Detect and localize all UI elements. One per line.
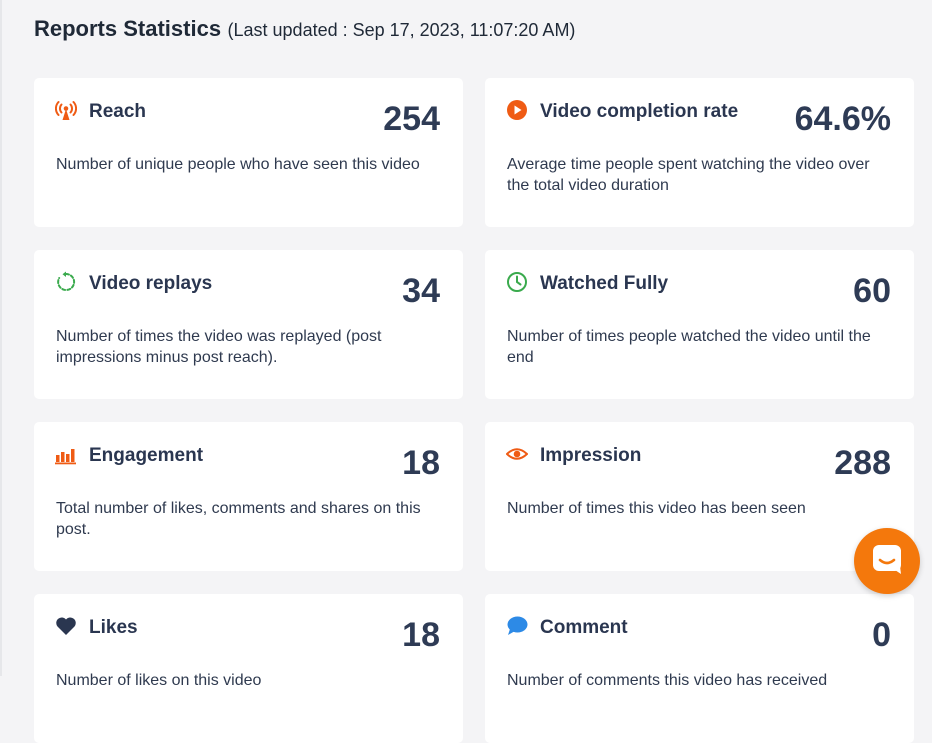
stat-label: Comment — [540, 617, 628, 638]
heart-icon — [55, 615, 77, 637]
stat-description: Number of times people watched the video… — [507, 328, 871, 366]
play-circle-icon — [506, 99, 528, 121]
replay-icon — [55, 271, 77, 293]
broadcast-tower-icon — [55, 99, 77, 121]
stat-value: 60 — [853, 272, 891, 310]
stat-label: Video replays — [89, 273, 213, 294]
stat-value: 64.6% — [794, 100, 891, 138]
stat-card-watched-fully: Watched Fully 60 Number of times people … — [485, 250, 914, 399]
stat-description: Number of unique people who have seen th… — [56, 156, 420, 173]
last-updated-text: (Last updated : Sep 17, 2023, 11:07:20 A… — [227, 20, 576, 40]
stat-card-impression: Impression 288 Number of times this vide… — [485, 422, 914, 571]
eye-icon — [506, 443, 528, 465]
stat-card-likes: Likes 18 Number of likes on this video — [34, 594, 463, 743]
stat-label: Impression — [540, 445, 642, 466]
stat-value: 0 — [872, 616, 891, 654]
stat-label: Engagement — [89, 445, 204, 466]
clock-icon — [506, 271, 528, 293]
stat-description: Number of times this video has been seen — [507, 500, 806, 517]
stat-description: Number of times the video was replayed (… — [56, 328, 382, 366]
bar-chart-icon — [55, 443, 77, 465]
stat-description: Average time people spent watching the v… — [507, 156, 870, 194]
stat-card-engagement: Engagement 18 Total number of likes, com… — [34, 422, 463, 571]
stat-card-video-completion-rate: Video completion rate 64.6% Average time… — [485, 78, 914, 227]
page-title: Reports Statistics — [34, 16, 222, 41]
stat-label: Video completion rate — [540, 101, 739, 122]
left-edge-divider — [0, 0, 2, 676]
stat-description: Number of likes on this video — [56, 672, 262, 689]
stat-description: Total number of likes, comments and shar… — [56, 500, 421, 538]
stat-description: Number of comments this video has receiv… — [507, 672, 828, 689]
stat-value: 34 — [402, 272, 440, 310]
chat-launcher-button[interactable] — [854, 528, 920, 594]
speech-bubble-icon — [506, 615, 528, 637]
stat-value: 288 — [834, 444, 891, 482]
stat-card-reach: Reach 254 Number of unique people who ha… — [34, 78, 463, 227]
stat-card-comment: Comment 0 Number of comments this video … — [485, 594, 914, 743]
stat-label: Watched Fully — [540, 273, 669, 294]
stat-value: 254 — [383, 100, 440, 138]
stat-label: Reach — [89, 101, 147, 122]
stat-value: 18 — [402, 616, 440, 654]
chat-icon — [871, 543, 903, 580]
stat-label: Likes — [89, 617, 138, 638]
stat-value: 18 — [402, 444, 440, 482]
stat-card-video-replays: Video replays 34 Number of times the vid… — [34, 250, 463, 399]
page-header: Reports Statistics (Last updated : Sep 1… — [34, 16, 575, 42]
